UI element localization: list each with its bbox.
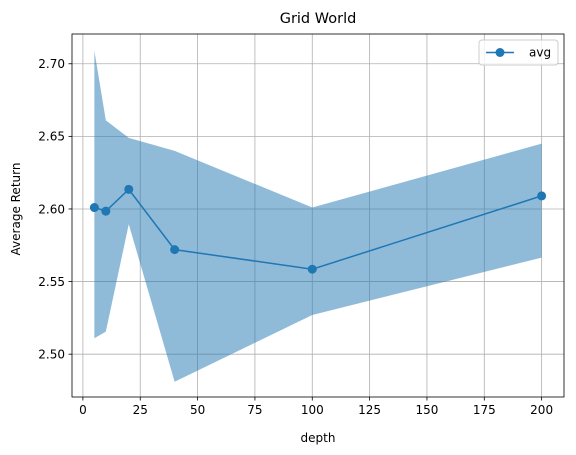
x-tick-label: 175 — [473, 403, 496, 417]
data-point — [124, 184, 134, 194]
x-tick-label: 75 — [247, 403, 262, 417]
x-axis-title: depth — [301, 431, 336, 445]
x-tick-label: 200 — [530, 403, 553, 417]
x-tick-label: 125 — [358, 403, 381, 417]
confidence-band — [94, 50, 542, 382]
y-tick-label: 2.65 — [38, 130, 65, 144]
legend-frame — [478, 39, 559, 66]
data-point — [170, 245, 180, 255]
y-axis-ticks: 2.50 2.55 2.60 2.65 2.70 — [38, 57, 72, 361]
y-tick-label: 2.55 — [38, 275, 65, 289]
legend-marker-swatch — [495, 48, 505, 57]
data-point — [307, 264, 317, 274]
legend-label-avg: avg — [529, 46, 551, 60]
x-tick-label: 50 — [190, 403, 205, 417]
y-tick-label: 2.50 — [38, 347, 65, 361]
data-point — [101, 206, 111, 216]
y-axis-title: Average Return — [9, 163, 23, 256]
series-markers-layer — [89, 184, 547, 274]
confidence-band-layer — [94, 50, 542, 382]
x-tick-label: 25 — [133, 403, 148, 417]
legend: avg — [478, 39, 559, 66]
data-point — [89, 203, 99, 213]
data-point — [537, 191, 547, 201]
plot-frame — [71, 33, 565, 398]
x-axis-ticks: 0 25 50 75 100 125 150 175 200 — [79, 397, 553, 417]
y-tick-label: 2.70 — [38, 57, 65, 71]
x-tick-label: 150 — [415, 403, 438, 417]
chart-title: Grid World — [280, 11, 357, 27]
y-tick-label: 2.60 — [38, 202, 65, 216]
x-tick-label: 0 — [79, 403, 87, 417]
x-tick-label: 100 — [301, 403, 324, 417]
